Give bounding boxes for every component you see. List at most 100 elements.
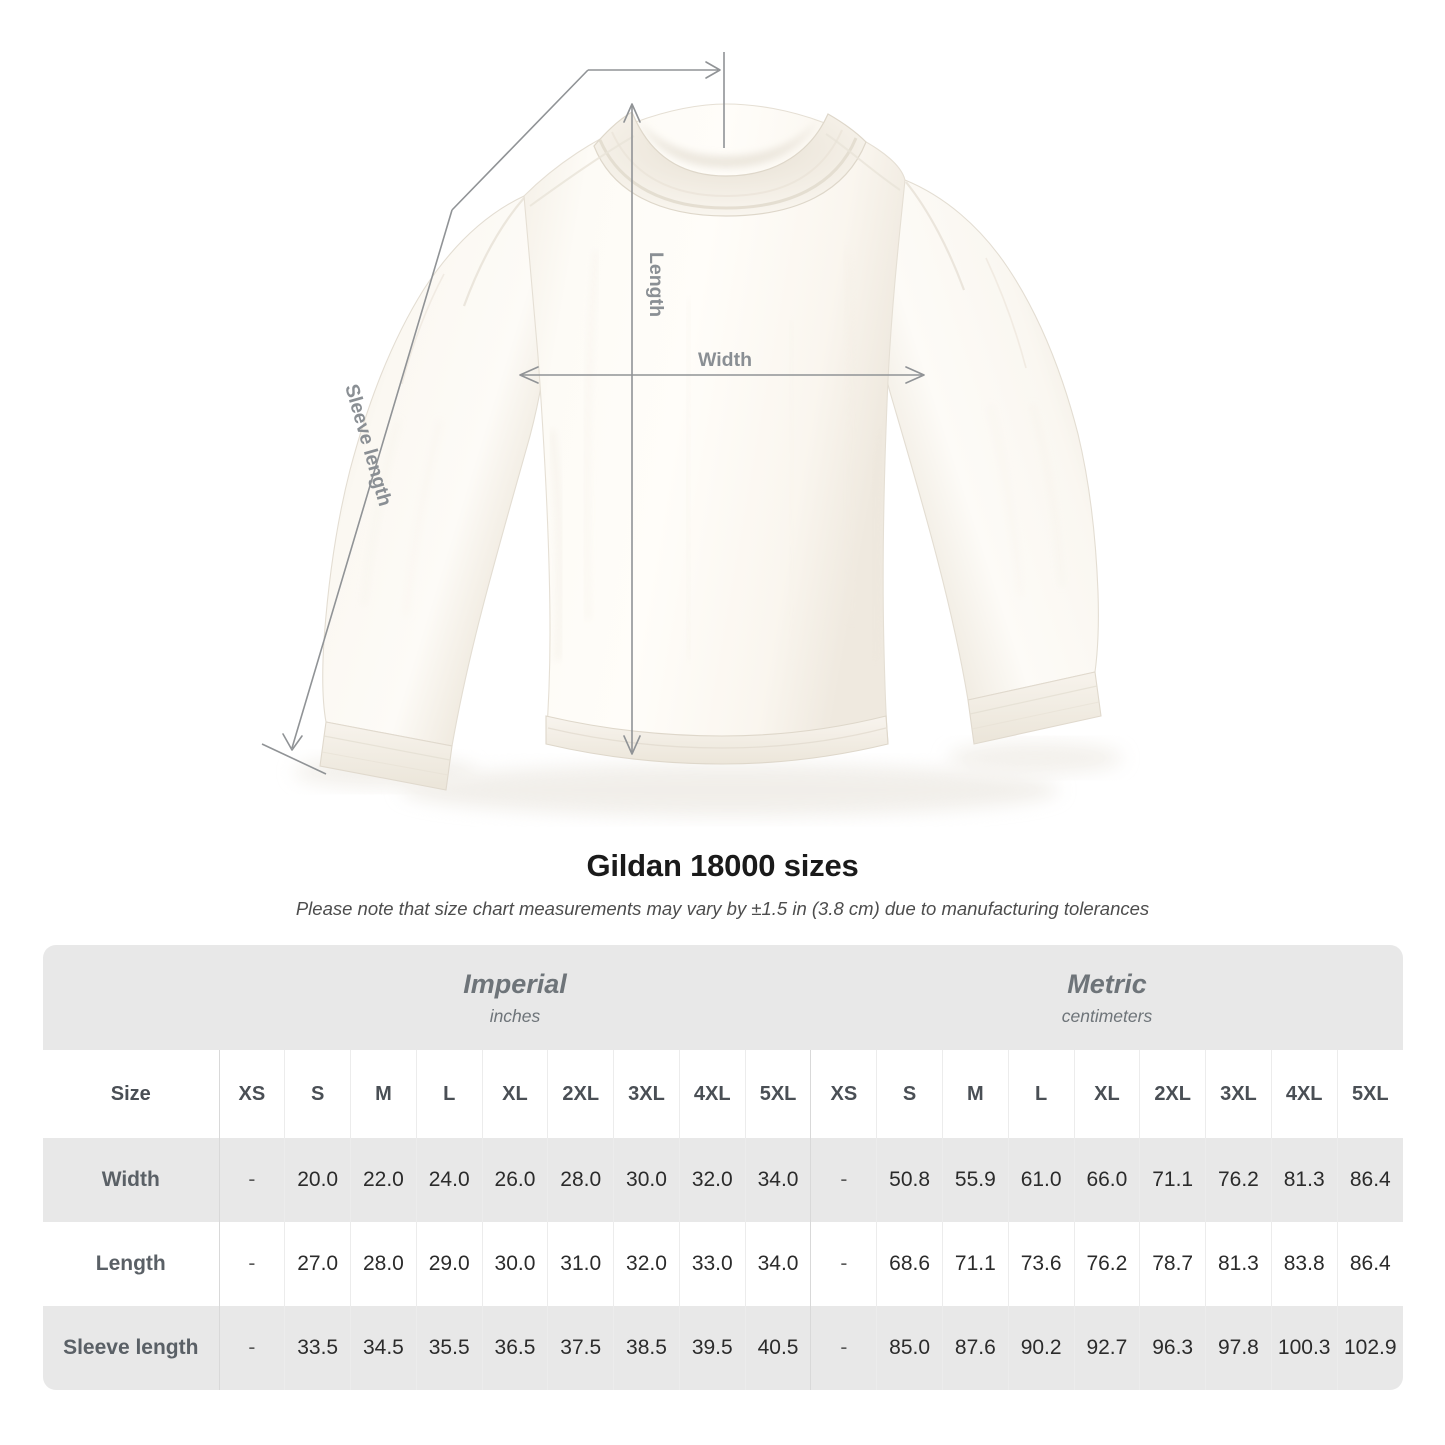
cell-length-metric-l: 73.6 <box>1007 1222 1075 1306</box>
size-header-metric-s: S <box>876 1050 943 1138</box>
cell-width-metric-3xl: 76.2 <box>1205 1138 1272 1222</box>
empty-value: - <box>248 1336 256 1359</box>
cell-sleeve-length-metric-4xl: 100.3 <box>1270 1306 1338 1390</box>
sleeve-length-tick-bottom <box>261 743 327 775</box>
size-header-metric-3xl: 3XL <box>1205 1050 1272 1138</box>
cell-length-imperial-2xl: 31.0 <box>547 1222 614 1306</box>
cell-length-imperial-xs: - <box>218 1222 285 1306</box>
size-header-metric-l: L <box>1007 1050 1075 1138</box>
garment-illustration: Length Width Sleeve length <box>261 52 1123 816</box>
cell-length-metric-s: 68.6 <box>876 1222 943 1306</box>
cell-length-imperial-s: 27.0 <box>284 1222 351 1306</box>
unit-subtitle-metric: centimeters <box>1061 1006 1153 1026</box>
title-block: Gildan 18000 sizes Please note that size… <box>0 845 1445 922</box>
cell-width-metric-l: 61.0 <box>1007 1138 1075 1222</box>
size-header-metric-4xl: 4XL <box>1270 1050 1338 1138</box>
size-header-imperial-m: M <box>350 1050 417 1138</box>
cell-sleeve-length-imperial-s: 33.5 <box>284 1306 351 1390</box>
right-sleeve <box>871 179 1102 745</box>
size-header-imperial-5xl: 5XL <box>744 1050 811 1138</box>
cell-sleeve-length-metric-s: 85.0 <box>876 1306 943 1390</box>
unit-header-imperial: Imperial inches <box>219 945 811 1050</box>
size-header-imperial-l: L <box>415 1050 483 1138</box>
empty-value: - <box>840 1252 848 1275</box>
cell-length-imperial-3xl: 32.0 <box>613 1222 680 1306</box>
page-title: Gildan 18000 sizes <box>586 848 859 883</box>
unit-name-metric: Metric <box>1067 969 1147 999</box>
cell-sleeve-length-imperial-xl: 36.5 <box>481 1306 548 1390</box>
sleeve-length-arrowhead-bottom <box>282 733 303 751</box>
cell-width-imperial-s: 20.0 <box>284 1138 351 1222</box>
cell-length-imperial-m: 28.0 <box>350 1222 417 1306</box>
size-header-imperial-xs: XS <box>218 1050 285 1138</box>
cell-length-metric-3xl: 81.3 <box>1205 1222 1272 1306</box>
cell-sleeve-length-metric-l: 90.2 <box>1007 1306 1075 1390</box>
cell-width-imperial-3xl: 30.0 <box>613 1138 680 1222</box>
size-header-imperial-3xl: 3XL <box>613 1050 680 1138</box>
cell-width-imperial-m: 22.0 <box>350 1138 417 1222</box>
unit-name-imperial: Imperial <box>463 969 567 999</box>
garment-body <box>523 103 906 765</box>
size-header-metric-xl: XL <box>1073 1050 1140 1138</box>
cell-sleeve-length-imperial-4xl: 39.5 <box>678 1306 746 1390</box>
size-header-metric-m: M <box>941 1050 1009 1138</box>
cell-length-metric-2xl: 78.7 <box>1139 1222 1206 1306</box>
cell-width-metric-4xl: 81.3 <box>1270 1138 1338 1222</box>
cell-width-imperial-2xl: 28.0 <box>547 1138 614 1222</box>
cell-length-imperial-5xl: 34.0 <box>744 1222 811 1306</box>
row-label-width: Width <box>43 1138 220 1222</box>
cell-sleeve-length-imperial-m: 34.5 <box>350 1306 417 1390</box>
cell-width-metric-xs: - <box>810 1138 877 1222</box>
width-measure-line <box>519 366 925 384</box>
cell-sleeve-length-imperial-2xl: 37.5 <box>547 1306 614 1390</box>
table-row: Width - 20.0 22.0 24.0 26.0 28.0 30.0 32.0 34.0 - 5… <box>43 1138 1403 1222</box>
empty-value: - <box>248 1168 256 1191</box>
cell-sleeve-length-metric-m: 87.6 <box>941 1306 1009 1390</box>
cell-sleeve-length-metric-2xl: 96.3 <box>1139 1306 1206 1390</box>
size-header-metric-2xl: 2XL <box>1139 1050 1206 1138</box>
cell-width-metric-2xl: 71.1 <box>1139 1138 1206 1222</box>
size-header-metric-5xl: 5XL <box>1336 1050 1403 1138</box>
cell-length-metric-xl: 76.2 <box>1073 1222 1140 1306</box>
unit-subtitle-imperial: inches <box>489 1006 541 1026</box>
cell-sleeve-length-imperial-l: 35.5 <box>415 1306 483 1390</box>
row-label-sleeve-length: Sleeve length <box>43 1306 220 1390</box>
size-header-row: Size XS S M L XL 2XL 3XL 4XL 5XL XS S M L XL 2XL 3XL 4XL 5… <box>43 1050 1403 1138</box>
cell-length-metric-xs: - <box>810 1222 877 1306</box>
table-row: Length - 27.0 28.0 29.0 30.0 31.0 32.0 33.0 34.0 -… <box>43 1222 1403 1306</box>
unit-banner-row: Imperial inches Metric centimeters <box>43 945 1403 1050</box>
cell-width-metric-xl: 66.0 <box>1073 1138 1140 1222</box>
size-header-imperial-xl: XL <box>481 1050 548 1138</box>
sleeve-length-arrowhead-top <box>705 61 721 79</box>
cell-width-imperial-5xl: 34.0 <box>744 1138 811 1222</box>
size-header-imperial-4xl: 4XL <box>678 1050 746 1138</box>
cell-length-imperial-l: 29.0 <box>415 1222 483 1306</box>
length-label: Length <box>645 252 667 317</box>
cell-length-metric-4xl: 83.8 <box>1270 1222 1338 1306</box>
left-sleeve <box>319 195 549 791</box>
width-label: Width <box>698 349 752 371</box>
size-header-imperial-s: S <box>284 1050 351 1138</box>
cell-width-metric-s: 50.8 <box>876 1138 943 1222</box>
empty-value: - <box>840 1336 848 1359</box>
size-header-metric-xs: XS <box>810 1050 877 1138</box>
cell-length-metric-5xl: 86.4 <box>1336 1222 1403 1306</box>
sweatshirt-diagram: Length Width Sleeve length <box>261 52 1123 816</box>
cell-width-imperial-xs: - <box>218 1138 285 1222</box>
unit-banner-spacer <box>43 945 220 1050</box>
cell-length-imperial-4xl: 33.0 <box>678 1222 746 1306</box>
size-header-imperial-2xl: 2XL <box>547 1050 614 1138</box>
cell-width-metric-5xl: 86.4 <box>1336 1138 1403 1222</box>
cell-sleeve-length-metric-xs: - <box>810 1306 877 1390</box>
size-chart-table: Imperial inches Metric centimeters Size XS S M L… <box>43 945 1403 1390</box>
size-header-label: Size <box>43 1050 220 1138</box>
cell-sleeve-length-metric-3xl: 97.8 <box>1205 1306 1272 1390</box>
length-measure-line <box>623 103 641 755</box>
cell-sleeve-length-imperial-5xl: 40.5 <box>744 1306 811 1390</box>
cell-length-imperial-xl: 30.0 <box>481 1222 548 1306</box>
tolerance-note: Please note that size chart measurements… <box>295 898 1150 919</box>
table-row: Sleeve length - 33.5 34.5 35.5 36.5 37.5 38.5 39… <box>43 1306 1403 1390</box>
row-label-length: Length <box>43 1222 220 1306</box>
unit-header-metric: Metric centimeters <box>810 945 1403 1050</box>
